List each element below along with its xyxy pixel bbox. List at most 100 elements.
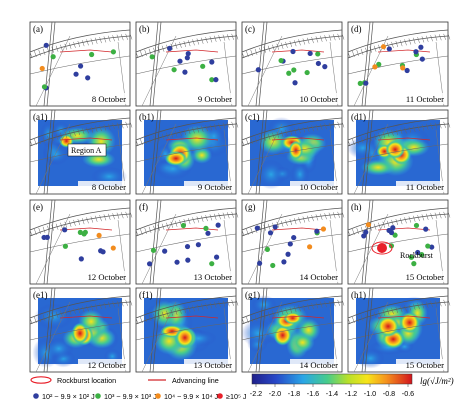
- event-point: [281, 259, 287, 265]
- event-point: [184, 243, 191, 250]
- event-point: [174, 259, 180, 265]
- colorbar-ticks: -2.2 -2.0 -1.8 -1.6 -1.4 -1.2 -1.0 -0.8 -0.6: [250, 384, 414, 398]
- advancing-line: [165, 49, 219, 53]
- roadway-band: [135, 109, 239, 195]
- advancing-line: [59, 49, 113, 53]
- event-point: [50, 54, 56, 60]
- event-point: [320, 226, 327, 232]
- roadway-band: [347, 21, 451, 107]
- event-point: [307, 50, 313, 57]
- event-point: [290, 48, 296, 55]
- energy-density-map: [32, 298, 122, 369]
- event-point: [213, 254, 220, 260]
- event-point: [182, 69, 188, 75]
- event-point: [413, 49, 419, 55]
- panel-date: 8 October: [92, 182, 126, 192]
- event-points: [361, 222, 435, 267]
- colorbar-tick-label: -1.6: [307, 389, 319, 398]
- advancing-line: [377, 315, 431, 319]
- event-point: [254, 225, 260, 231]
- event-point: [304, 69, 310, 76]
- event-point: [209, 77, 215, 83]
- event-point: [267, 230, 274, 236]
- energy-class-1-marker: [33, 393, 39, 399]
- event-point: [419, 252, 425, 258]
- event-point: [404, 67, 410, 74]
- event-point: [376, 61, 382, 67]
- event-point: [205, 230, 211, 236]
- event-point: [292, 80, 298, 86]
- event-points: [146, 222, 221, 267]
- event-point: [100, 249, 106, 255]
- event-point: [408, 254, 415, 260]
- event-point: [415, 249, 421, 256]
- energy-density-map: [240, 295, 334, 364]
- event-point: [315, 51, 321, 57]
- event-points: [255, 48, 328, 86]
- event-point: [272, 224, 278, 230]
- panel-f1: (f1) 13 October: [135, 287, 239, 373]
- event-point: [365, 222, 372, 228]
- panel-label: (b): [139, 24, 150, 34]
- roadway-band: [347, 199, 451, 285]
- roadway-band: [241, 287, 345, 373]
- panel-e1: (e1) 12 October: [29, 287, 133, 373]
- event-point: [419, 56, 425, 62]
- event-point: [270, 262, 276, 269]
- legend: Rockburst location Advancing line 10² ~ …: [30, 376, 247, 401]
- panel-label: (d): [351, 24, 362, 34]
- panel-f: (f) 13 October: [135, 199, 239, 285]
- panel-h1: (h1) 15 October: [347, 287, 451, 373]
- event-point: [322, 63, 328, 70]
- event-point: [357, 80, 363, 87]
- roadway-band: [241, 109, 345, 195]
- energy-class-4-label: ≥10⁵ J: [226, 392, 247, 401]
- colorbar-tick-label: -1.0: [364, 389, 376, 398]
- panel-label: (g1): [245, 290, 260, 300]
- panel-label: (a1): [33, 112, 48, 122]
- event-point: [39, 65, 45, 72]
- panel-frame: [135, 199, 237, 285]
- panel-date: 14 October: [300, 272, 339, 282]
- event-point: [146, 261, 153, 267]
- event-point: [62, 227, 68, 233]
- event-point: [361, 233, 367, 239]
- panel-b1: (b1) 9 October: [135, 109, 239, 195]
- roadway-band: [347, 287, 451, 373]
- panel-grid: (a) 8 October (b) 9 October (c) 10 October (d)…: [29, 21, 451, 373]
- event-point: [411, 261, 417, 267]
- energy-class-4-marker: [217, 393, 223, 399]
- event-point: [425, 243, 431, 249]
- panel-date: 12 October: [88, 272, 127, 282]
- event-point: [314, 228, 320, 234]
- event-point: [195, 242, 201, 248]
- event-point: [287, 241, 293, 247]
- advancing-line-label: Advancing line: [172, 376, 219, 385]
- event-point: [78, 256, 84, 262]
- event-point: [110, 49, 117, 55]
- roadway-band: [29, 21, 133, 107]
- colorbar-tick-label: -1.8: [288, 389, 300, 398]
- energy-density-map: [38, 120, 128, 187]
- event-point: [180, 222, 187, 229]
- panel-label: (a): [33, 24, 43, 34]
- event-point: [315, 60, 321, 67]
- panel-label: (e1): [33, 290, 48, 300]
- event-point: [185, 257, 191, 263]
- event-point: [390, 225, 396, 231]
- panel-frame: [29, 199, 131, 285]
- event-point: [149, 54, 155, 60]
- panel-date: 10 October: [300, 94, 339, 104]
- event-point: [96, 232, 102, 239]
- rockburst-location-label: Rockburst location: [57, 376, 116, 385]
- event-point: [150, 247, 157, 253]
- advancing-line: [271, 49, 325, 53]
- event-point: [43, 42, 49, 48]
- event-point: [209, 59, 215, 65]
- panel-label: (f1): [139, 290, 153, 300]
- rockburst-event: [377, 243, 387, 253]
- energy-class-3-label: 10⁴ ~ 9.9 × 10⁴ J: [164, 392, 219, 401]
- advancing-line: [165, 315, 219, 319]
- event-point: [171, 67, 177, 73]
